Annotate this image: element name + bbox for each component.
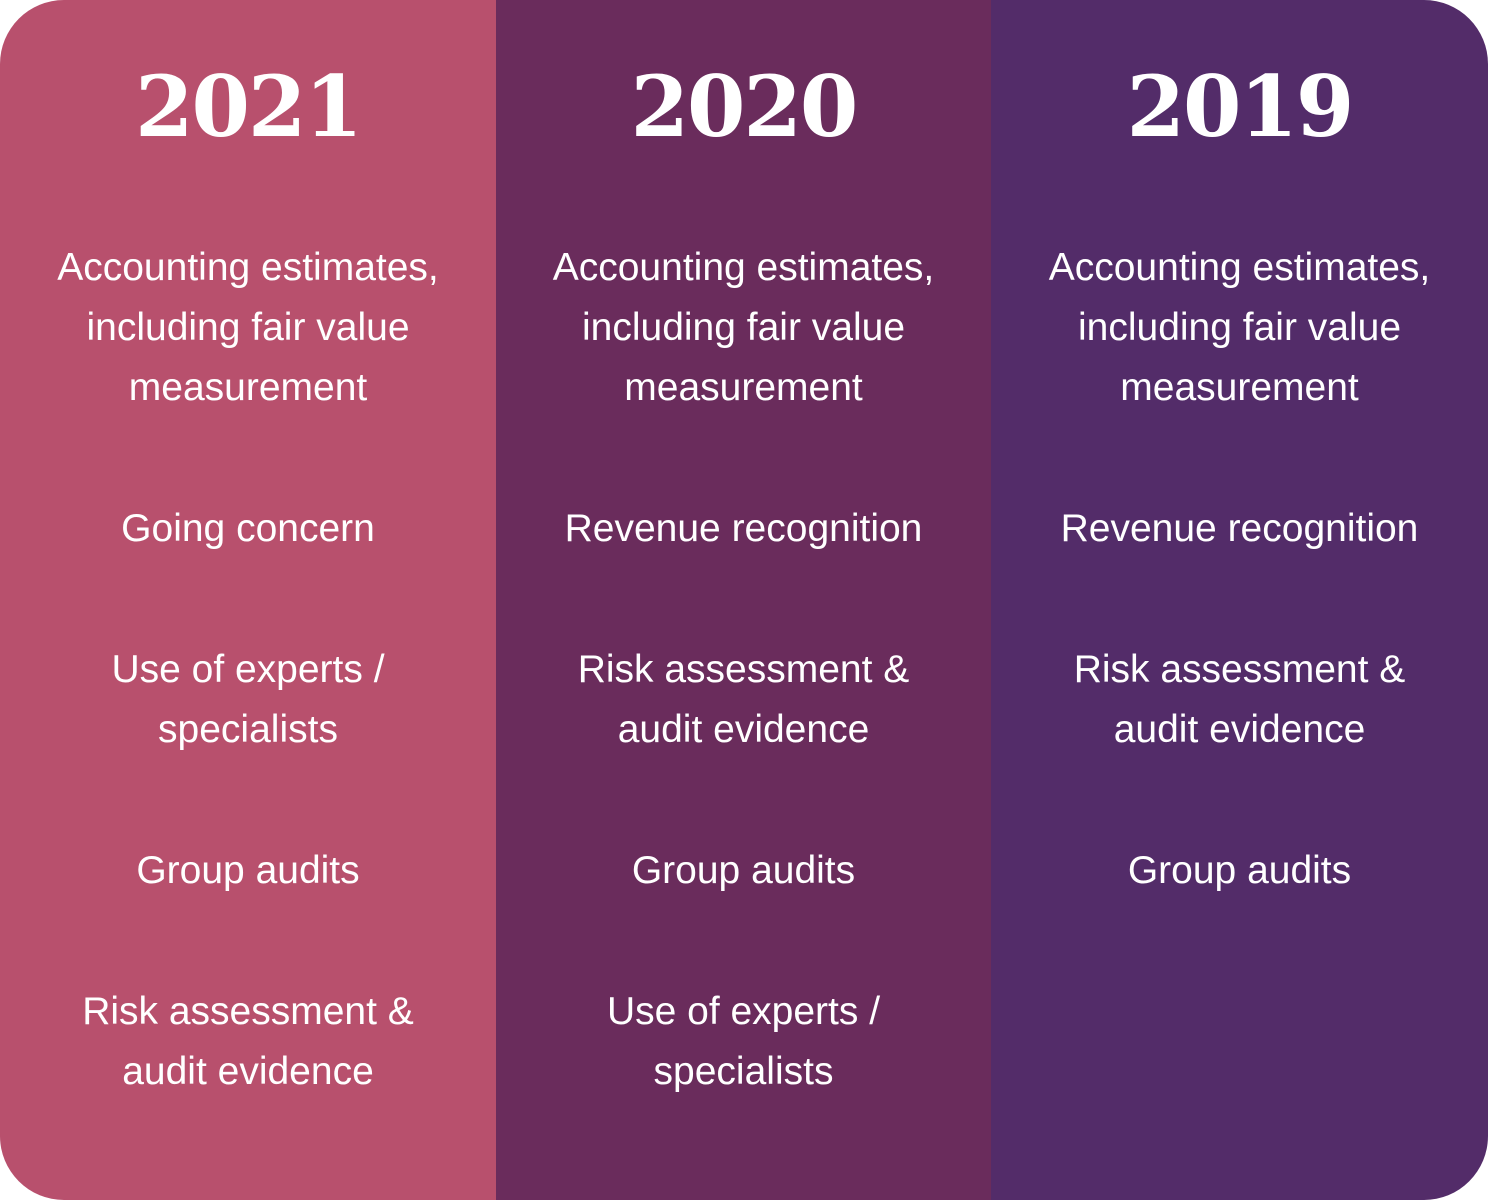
topic-item: Accounting estimates, including fair val… (1048, 246, 1431, 409)
topic-item: Accounting estimates, including fair val… (57, 246, 439, 409)
topic-item: Group audits (1127, 849, 1352, 892)
topic-item: Risk assessment & audit evidence (577, 648, 910, 751)
column-2019: 2019 Accounting estimates, including fair… (991, 0, 1488, 1200)
topic-list: Accounting estimates, including fair val… (0, 238, 496, 1102)
topic-item: Revenue recognition (1060, 507, 1419, 550)
topic-item: Use of experts / specialists (111, 648, 385, 751)
year-heading: 2020 (630, 57, 859, 156)
topic-item: Use of experts / specialists (606, 990, 881, 1093)
topic-item: Revenue recognition (564, 507, 923, 550)
topic-item: Risk assessment & audit evidence (1073, 648, 1406, 751)
topic-list: Accounting estimates, including fair val… (991, 238, 1488, 901)
year-heading: 2021 (135, 57, 363, 156)
topic-item: Accounting estimates, including fair val… (552, 246, 935, 409)
column-2020: 2020 Accounting estimates, including fair… (496, 0, 991, 1200)
topic-item: Group audits (136, 849, 360, 892)
year-heading: 2019 (1126, 57, 1355, 156)
topic-item: Risk assessment & audit evidence (82, 990, 414, 1093)
topic-item: Going concern (121, 507, 375, 550)
column-2021: 2021 Accounting estimates, including fair… (0, 0, 496, 1200)
topic-item: Group audits (631, 849, 856, 892)
topic-list: Accounting estimates, including fair val… (496, 238, 991, 1102)
